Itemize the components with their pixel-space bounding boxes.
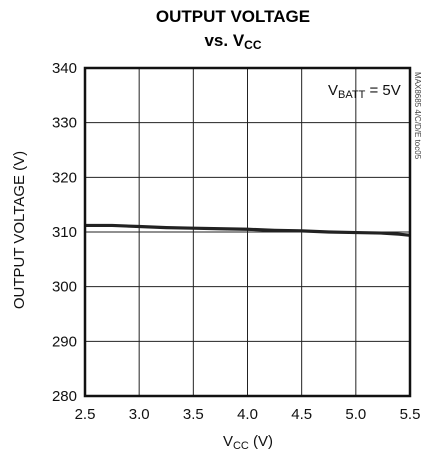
y-tick-label: 340 xyxy=(52,60,77,77)
x-tick-label: 2.5 xyxy=(75,406,96,423)
x-tick-labels: 2.5 3.0 3.5 4.0 4.5 5.0 5.5 xyxy=(75,406,421,423)
y-tick-labels: 280 290 300 310 320 330 340 xyxy=(52,60,77,405)
x-tick-label: 3.0 xyxy=(129,406,150,423)
chart-title-line1: OUTPUT VOLTAGE xyxy=(156,7,310,26)
x-tick-label: 3.5 xyxy=(183,406,204,423)
x-tick-label: 5.5 xyxy=(400,406,421,423)
y-axis-label: OUTPUT VOLTAGE (V) xyxy=(11,151,28,309)
series-group xyxy=(85,223,411,237)
plot-frame xyxy=(83,66,412,398)
series-line xyxy=(85,223,411,237)
y-tick-label: 320 xyxy=(52,169,77,186)
x-tick-label: 4.0 xyxy=(237,406,258,423)
y-tick-label: 280 xyxy=(52,388,77,405)
chart-title-line2: vs. VCC xyxy=(204,31,261,52)
x-axis-label: VCC (V) xyxy=(223,433,273,452)
y-tick-label: 310 xyxy=(52,224,77,241)
x-tick-label: 4.5 xyxy=(291,406,312,423)
y-tick-label: 330 xyxy=(52,115,77,132)
y-tick-label: 300 xyxy=(52,279,77,296)
x-tick-label: 5.0 xyxy=(345,406,366,423)
figure-id: MAX8685 4/C/D/E toc05 xyxy=(413,72,422,160)
annotation-vbatt: VBATT = 5V xyxy=(328,82,401,101)
y-tick-label: 290 xyxy=(52,333,77,350)
